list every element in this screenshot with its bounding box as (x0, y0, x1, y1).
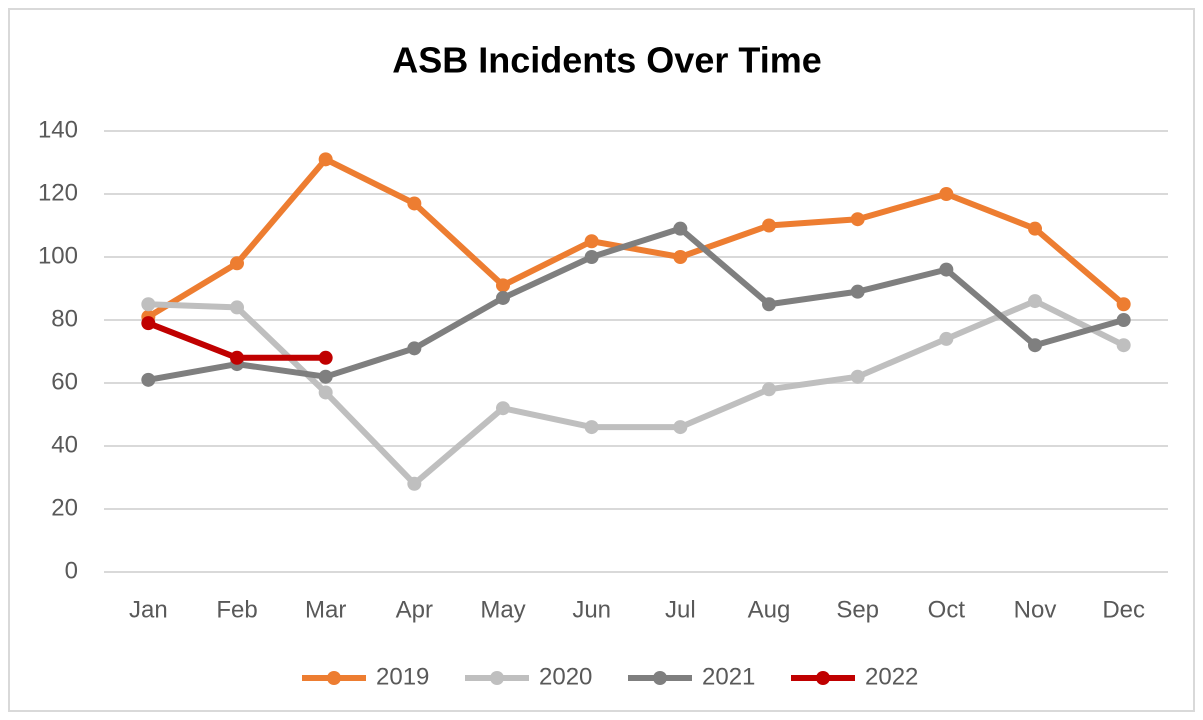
data-point (1028, 338, 1042, 353)
data-point (673, 250, 688, 264)
legend-label: 2022 (865, 663, 918, 690)
data-point (141, 297, 156, 312)
x-tick-label: May (480, 596, 525, 623)
data-point (318, 385, 333, 400)
data-point (1116, 297, 1131, 312)
data-point (762, 297, 776, 312)
data-point (939, 331, 954, 346)
x-tick-label: Aug (748, 596, 791, 623)
data-point (1028, 221, 1042, 236)
data-point (496, 278, 510, 293)
data-point (1116, 313, 1131, 327)
data-point (1028, 294, 1042, 309)
data-point (762, 218, 776, 233)
data-point (230, 256, 244, 271)
data-point (318, 369, 333, 384)
data-point (496, 401, 510, 416)
legend-label: 2019 (376, 663, 429, 690)
data-point (762, 382, 776, 397)
series-line (146, 156, 1126, 320)
data-point (584, 250, 599, 264)
data-point (939, 187, 954, 201)
y-tick-label: 100 (38, 242, 78, 269)
x-tick-label: Feb (216, 596, 257, 623)
y-tick-label: 0 (65, 557, 78, 584)
chart-title: ASB Incidents Over Time (392, 40, 821, 81)
x-tick-label: Oct (928, 596, 966, 623)
x-tick-label: Mar (305, 596, 346, 623)
data-point (584, 420, 599, 435)
x-tick-label: Sep (836, 596, 879, 623)
y-tick-label: 40 (51, 431, 78, 458)
series-line (147, 225, 1125, 383)
data-point (673, 221, 688, 236)
legend-marker (653, 671, 667, 685)
y-tick-label: 140 (38, 116, 78, 143)
x-tick-label: Dec (1102, 596, 1145, 623)
data-point (673, 420, 688, 435)
legend-marker (490, 671, 504, 685)
x-tick-label: Jan (129, 596, 168, 623)
chart-frame (8, 8, 1195, 712)
data-point (230, 300, 244, 315)
data-point (230, 350, 244, 365)
data-point (407, 476, 422, 491)
legend-marker (327, 671, 341, 685)
y-tick-label: 120 (38, 179, 78, 206)
data-point (318, 152, 333, 167)
legend-label: 2021 (702, 663, 755, 690)
data-point (1116, 338, 1131, 353)
y-tick-label: 60 (51, 368, 78, 395)
y-tick-label: 20 (51, 494, 78, 521)
data-point (939, 262, 954, 277)
x-tick-label: Nov (1014, 596, 1057, 623)
x-tick-label: Jun (572, 596, 611, 623)
data-point (318, 350, 333, 365)
data-point (584, 234, 599, 249)
data-point (141, 316, 156, 331)
data-point (141, 372, 156, 387)
x-tick-label: Apr (396, 596, 433, 623)
data-point (850, 284, 865, 299)
data-point (407, 196, 422, 211)
data-point (850, 212, 865, 227)
y-tick-label: 80 (51, 305, 78, 332)
data-point (407, 341, 422, 356)
x-tick-label: Jul (665, 596, 696, 623)
series-line (148, 298, 1126, 487)
data-point (496, 290, 510, 305)
legend-label: 2020 (539, 663, 592, 690)
data-point (850, 369, 865, 384)
legend-marker (816, 671, 830, 685)
